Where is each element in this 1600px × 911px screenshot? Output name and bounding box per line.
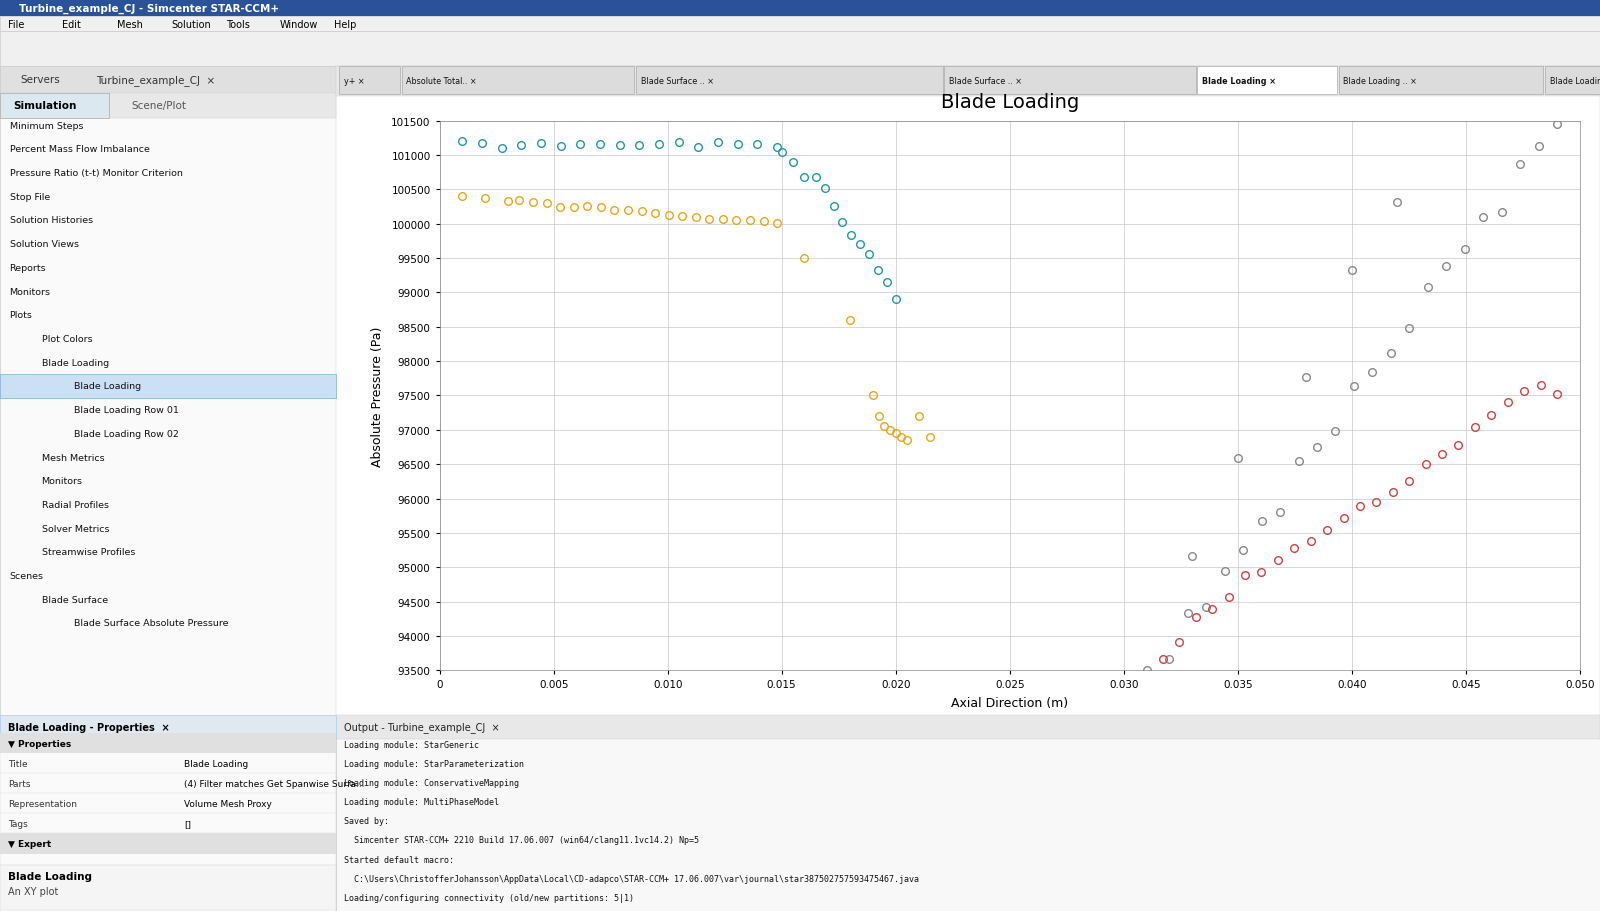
Bar: [402, 67, 634, 95]
Text: Loading module: ConservativeMapping: Loading module: ConservativeMapping: [344, 778, 518, 787]
Text: Loading module: MultiPhaseModel: Loading module: MultiPhaseModel: [344, 797, 499, 806]
Bar: [0, 374, 336, 398]
Text: Blade Loading - Properties  ×: Blade Loading - Properties ×: [8, 722, 170, 732]
Text: Window: Window: [280, 19, 318, 29]
Text: Percent Mass Flow Imbalance: Percent Mass Flow Imbalance: [10, 145, 149, 154]
Text: (4) Filter matches Get Spanwise Surfa...: (4) Filter matches Get Spanwise Surfa...: [184, 779, 365, 788]
Text: Solution Views: Solution Views: [10, 240, 78, 249]
Bar: [0, 94, 109, 118]
Text: Parts: Parts: [8, 779, 30, 788]
Text: Solution: Solution: [171, 19, 211, 29]
Bar: [336, 67, 1600, 911]
Text: Turbine_example_CJ  ×: Turbine_example_CJ ×: [96, 75, 216, 86]
Text: Scenes: Scenes: [10, 571, 43, 580]
Bar: [0, 94, 336, 118]
Text: ▼ Properties: ▼ Properties: [8, 739, 72, 748]
Text: Started default macro:: Started default macro:: [344, 855, 454, 864]
Text: Title: Title: [8, 759, 27, 768]
Text: Loading module: StarGeneric: Loading module: StarGeneric: [344, 740, 478, 749]
Text: Turbine_example_CJ - Simcenter STAR-CCM+: Turbine_example_CJ - Simcenter STAR-CCM+: [19, 4, 280, 14]
Text: Blade Surface .. ×: Blade Surface .. ×: [640, 77, 714, 87]
Text: Scene/Plot: Scene/Plot: [131, 101, 186, 111]
Text: Stop File: Stop File: [10, 192, 50, 201]
Text: Solver Metrics: Solver Metrics: [42, 524, 109, 533]
Bar: [1546, 67, 1600, 95]
Bar: [944, 67, 1195, 95]
Text: Plots: Plots: [10, 311, 32, 320]
Bar: [0, 32, 1600, 67]
Bar: [0, 0, 1600, 17]
Text: Blade Surface: Blade Surface: [42, 595, 107, 604]
Text: Tools: Tools: [226, 19, 250, 29]
Title: Blade Loading: Blade Loading: [941, 93, 1078, 112]
Text: Representation: Representation: [8, 799, 77, 808]
Bar: [635, 67, 942, 95]
Text: Blade Loading Row 01: Blade Loading Row 01: [74, 405, 179, 415]
Text: Saved by:: Saved by:: [344, 816, 389, 825]
Text: Minimum Steps: Minimum Steps: [10, 121, 83, 130]
Text: Servers: Servers: [21, 76, 61, 86]
Text: Output - Turbine_example_CJ  ×: Output - Turbine_example_CJ ×: [344, 722, 499, 732]
Text: Absolute Total.. ×: Absolute Total.. ×: [406, 77, 477, 87]
Bar: [336, 67, 1600, 97]
Text: Blade Surface .. ×: Blade Surface .. ×: [949, 77, 1022, 87]
Text: File: File: [8, 19, 24, 29]
Text: Help: Help: [334, 19, 357, 29]
Bar: [0, 739, 336, 911]
Bar: [0, 733, 336, 753]
Bar: [339, 67, 400, 95]
Text: Blade Loadin ×: Blade Loadin ×: [1550, 77, 1600, 87]
Bar: [1339, 67, 1544, 95]
Text: An XY plot: An XY plot: [8, 886, 58, 896]
Text: Streamwise Profiles: Streamwise Profiles: [42, 548, 134, 557]
Bar: [0, 67, 336, 94]
Text: Blade Loading: Blade Loading: [74, 382, 141, 391]
Text: Blade Loading: Blade Loading: [8, 872, 93, 881]
Text: Blade Loading ×: Blade Loading ×: [1202, 77, 1275, 87]
Text: Blade Loading: Blade Loading: [184, 759, 248, 768]
Text: Edit: Edit: [62, 19, 82, 29]
Text: Blade Loading Row 02: Blade Loading Row 02: [74, 429, 179, 438]
Text: ▼ Expert: ▼ Expert: [8, 839, 51, 848]
Text: Mesh Metrics: Mesh Metrics: [42, 453, 104, 462]
Y-axis label: Absolute Pressure (Pa): Absolute Pressure (Pa): [371, 326, 384, 466]
Text: Solution Histories: Solution Histories: [10, 216, 93, 225]
Text: Loading module: StarParameterization: Loading module: StarParameterization: [344, 759, 525, 768]
Bar: [0, 715, 336, 739]
Bar: [1197, 67, 1338, 95]
Bar: [336, 715, 1600, 739]
Text: Reports: Reports: [10, 263, 46, 272]
Text: Loading/configuring connectivity (old/new partitions: 5|1): Loading/configuring connectivity (old/ne…: [344, 893, 634, 902]
Text: Radial Profiles: Radial Profiles: [42, 500, 109, 509]
Text: Mesh: Mesh: [117, 19, 142, 29]
Bar: [0, 17, 1600, 32]
Bar: [0, 834, 336, 854]
Text: Monitors: Monitors: [42, 476, 83, 486]
Text: Simcenter STAR-CCM+ 2210 Build 17.06.007 (win64/clang11.1vc14.2) Np=5: Simcenter STAR-CCM+ 2210 Build 17.06.007…: [344, 835, 699, 844]
Text: Pressure Ratio (t-t) Monitor Criterion: Pressure Ratio (t-t) Monitor Criterion: [10, 169, 182, 178]
Bar: [0, 865, 336, 911]
Text: Volume Mesh Proxy: Volume Mesh Proxy: [184, 799, 272, 808]
Text: Plot Colors: Plot Colors: [42, 334, 93, 343]
Text: Simulation: Simulation: [13, 101, 77, 111]
Bar: [0, 67, 336, 911]
Text: y+ ×: y+ ×: [344, 77, 365, 87]
Text: Tags: Tags: [8, 819, 27, 828]
Text: Blade Surface Absolute Pressure: Blade Surface Absolute Pressure: [74, 619, 229, 628]
Text: C:\Users\ChristofferJohansson\AppData\Local\CD-adapco\STAR-CCM+ 17.06.007\var\jo: C:\Users\ChristofferJohansson\AppData\Lo…: [344, 874, 918, 883]
Text: []: []: [184, 819, 190, 828]
Text: Monitors: Monitors: [10, 287, 51, 296]
Bar: [336, 715, 1600, 911]
Text: Blade Loading: Blade Loading: [42, 358, 109, 367]
X-axis label: Axial Direction (m): Axial Direction (m): [950, 697, 1069, 710]
Text: Blade Loading .. ×: Blade Loading .. ×: [1344, 77, 1418, 87]
